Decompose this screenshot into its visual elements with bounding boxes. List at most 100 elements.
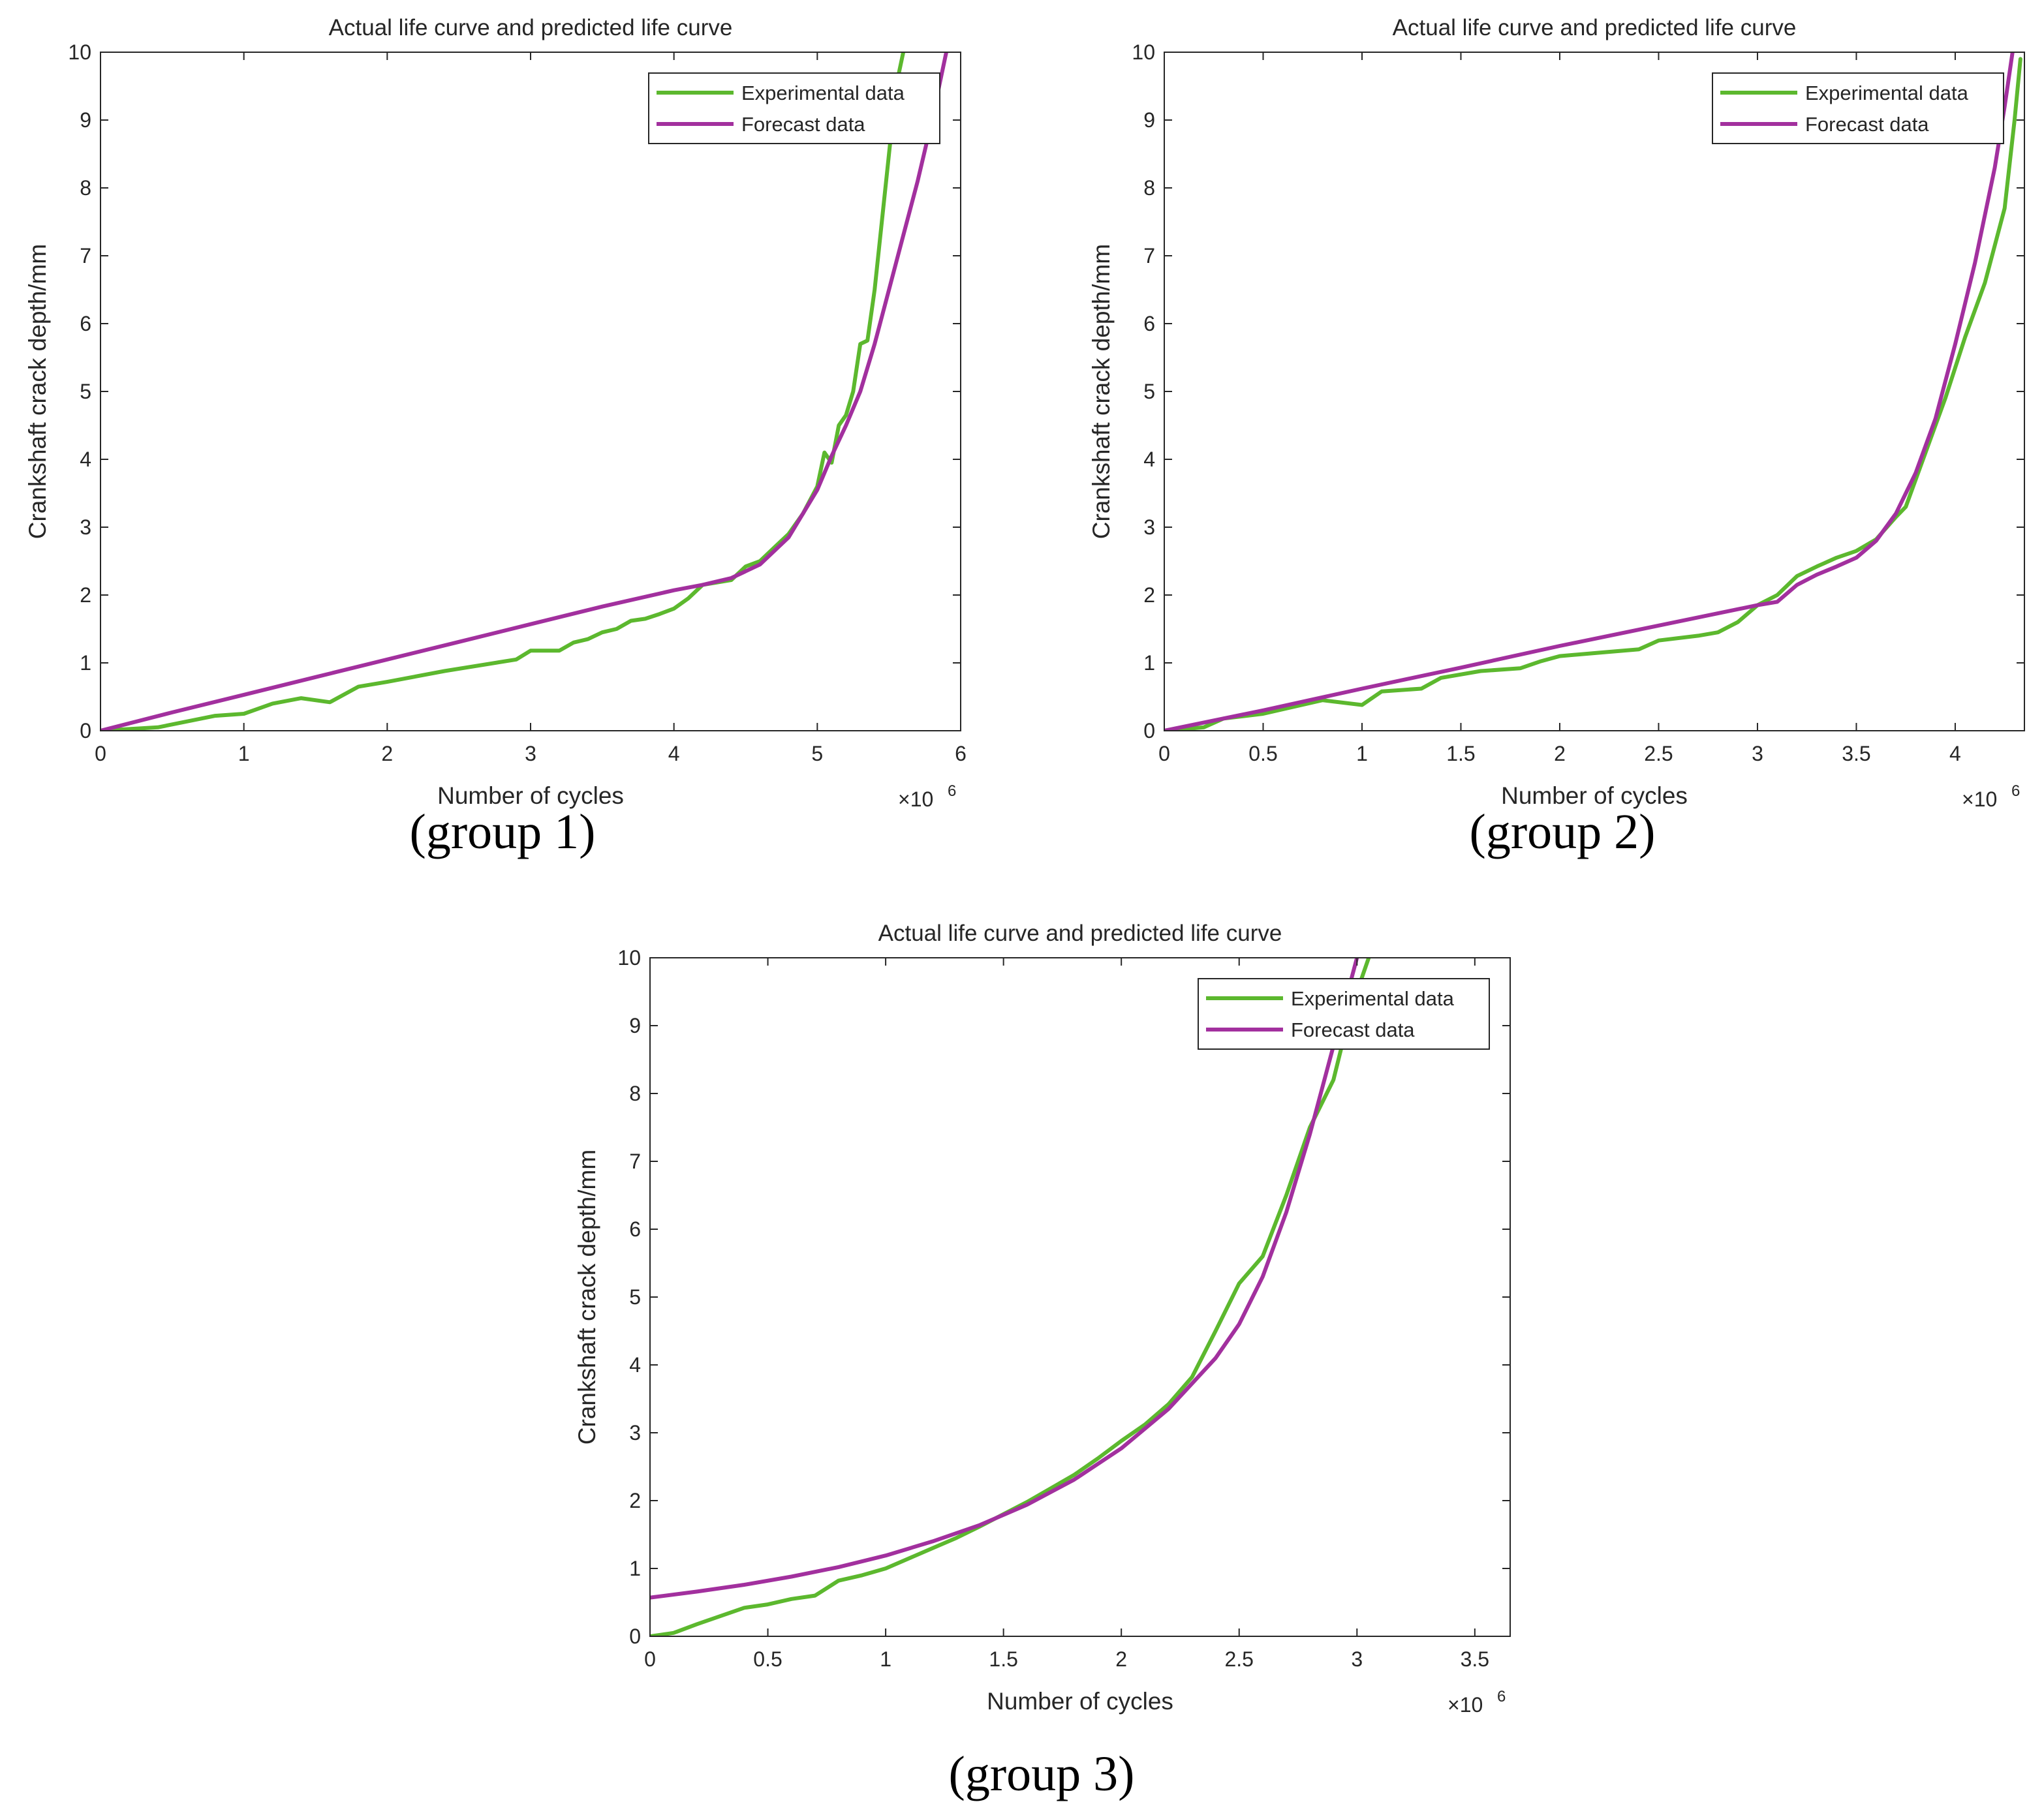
y-tick-label: 10 [617,946,641,970]
legend-label-forecast: Forecast data [1291,1018,1415,1041]
y-tick-label: 10 [1132,40,1155,64]
y-tick-label: 8 [80,176,91,200]
experimental-series-line [650,958,1371,1636]
y-tick-label: 4 [1143,448,1155,471]
forecast-series-line [1164,52,2015,731]
x-tick-label: 4 [668,742,680,765]
y-tick-label: 3 [1143,515,1155,539]
y-tick-label: 4 [80,448,91,471]
x-tick-label: 3 [525,742,536,765]
x-tick-label: 1 [880,1647,891,1671]
forecast-series-line [650,958,1359,1600]
y-tick-label: 6 [629,1217,641,1241]
y-axis-label: Crankshaft crack depth/mm [574,1150,600,1444]
y-tick-label: 1 [629,1557,641,1580]
x-tick-label: 2 [381,742,393,765]
x-tick-label: 1 [238,742,250,765]
plot-area [101,52,961,731]
plot-area [1164,52,2024,731]
y-tick-label: 9 [629,1014,641,1037]
y-tick-label: 3 [629,1421,641,1444]
y-tick-label: 7 [1143,244,1155,268]
x-tick-label: 3.5 [1461,1647,1489,1671]
chart-title: Actual life curve and predicted life cur… [329,15,733,40]
x-tick-label: 6 [955,742,967,765]
x-tick-label: 1 [1356,742,1368,765]
chart-panel-1: 0 1 2 3 4 5 6 7 8 9 10 0 1 2 3 4 5 6 Actual life curve and… [24,15,967,859]
y-tick-label: 1 [1143,651,1155,675]
x-tick-label: 0 [95,742,106,765]
y-tick-label: 2 [629,1489,641,1512]
y-tick-label: 7 [629,1150,641,1173]
legend-label-experimental: Experimental data [1291,987,1455,1010]
x-tick-label: 2.5 [1224,1647,1253,1671]
y-tick-label: 8 [629,1082,641,1105]
x-tick-label: 3 [1351,1647,1363,1671]
legend-box [1198,978,1490,1050]
y-tick-label: 6 [1143,312,1155,335]
x-axis-label: Number of cycles [1501,782,1688,809]
x-scale-factor: ×10 [1448,1693,1483,1717]
chart-title: Actual life curve and predicted life cur… [878,921,1282,946]
y-tick-label: 9 [1143,108,1155,132]
y-tick-label: 0 [1143,719,1155,742]
x-scale-exponent: 6 [948,782,956,800]
y-tick-label: 6 [80,312,91,335]
x-tick-label: 3 [1752,742,1763,765]
legend-box [1712,72,2004,144]
y-tick-label: 10 [68,40,91,64]
x-axis-label: Number of cycles [987,1688,1173,1715]
x-tick-label: 5 [811,742,823,765]
x-tick-label: 1.5 [989,1647,1017,1671]
x-tick-label: 0.5 [1248,742,1277,765]
x-scale-factor: ×10 [1962,787,1997,811]
x-tick-label: 0 [1158,742,1170,765]
y-tick-label: 5 [629,1285,641,1309]
y-tick-label: 5 [1143,380,1155,403]
legend-label-forecast: Forecast data [741,113,865,136]
y-tick-label: 7 [80,244,91,268]
experimental-series-line [101,52,906,731]
legend: Experimental data Forecast data [648,72,940,144]
y-tick-label: 1 [80,651,91,675]
legend-label-experimental: Experimental data [1805,82,1969,104]
y-tick-label: 2 [1143,583,1155,607]
legend-box [648,72,940,144]
forecast-series-line [101,52,948,731]
x-tick-label: 0 [644,1647,656,1671]
x-tick-label: 2.5 [1644,742,1673,765]
y-tick-label: 9 [80,108,91,132]
x-scale-exponent: 6 [1497,1688,1506,1705]
chart-title: Actual life curve and predicted life cur… [1393,15,1797,40]
y-tick-label: 0 [629,1625,641,1648]
x-tick-label: 1.5 [1446,742,1475,765]
y-axis-label: Crankshaft crack depth/mm [1088,244,1115,539]
y-tick-label: 8 [1143,176,1155,200]
x-tick-label: 2 [1554,742,1566,765]
y-tick-label: 5 [80,380,91,403]
x-tick-label: 4 [1949,742,1961,765]
y-tick-label: 0 [80,719,91,742]
x-scale-factor: ×10 [898,787,933,811]
y-tick-label: 2 [80,583,91,607]
panel-caption: (group 2) [1470,804,1656,859]
plot-area [650,958,1510,1636]
panel-caption: (group 3) [949,1747,1135,1801]
x-tick-label: 2 [1115,1647,1127,1671]
x-tick-label: 0.5 [753,1647,782,1671]
chart-panel-2: 0 1 2 3 4 5 6 7 8 9 10 0 0.5 1 1.5 2 2.5 3 3.5 4 Actual life… [1088,15,2025,859]
legend-label-experimental: Experimental data [741,82,905,104]
y-tick-label: 4 [629,1353,641,1377]
chart-panel-3: 0 1 2 3 4 5 6 7 8 9 10 0 0.5 1 1.5 2 2.5 3 3.5 Actual life … [574,921,1511,1801]
legend: Experimental data Forecast data [1198,978,1490,1050]
y-tick-label: 3 [80,515,91,539]
panel-caption: (group 1) [410,804,596,859]
experimental-series-line [1164,57,2022,731]
legend-label-forecast: Forecast data [1805,113,1929,136]
y-axis-label: Crankshaft crack depth/mm [24,244,51,539]
legend: Experimental data Forecast data [1712,72,2004,144]
x-axis-label: Number of cycles [437,782,624,809]
x-scale-exponent: 6 [2011,782,2020,800]
x-tick-label: 3.5 [1842,742,1870,765]
